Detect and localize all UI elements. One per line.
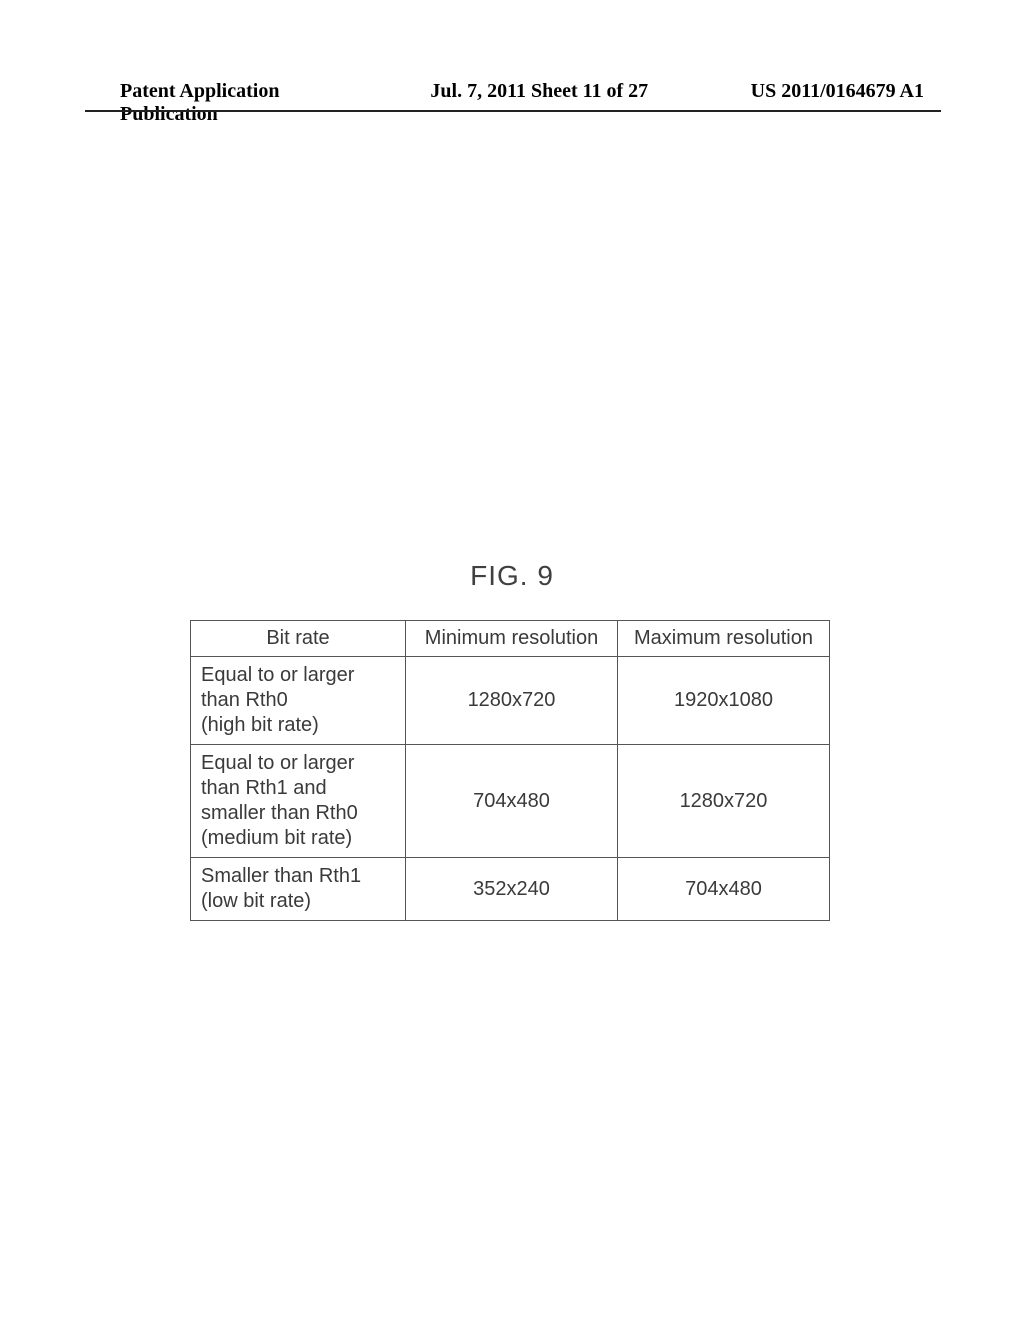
cell-min-res: 1280x720 [406,657,618,745]
resolution-table-container: Bit rate Minimum resolution Maximum reso… [190,620,830,921]
resolution-table: Bit rate Minimum resolution Maximum reso… [190,620,830,921]
page-header: Patent Application Publication Jul. 7, 2… [0,80,1024,126]
cell-bitrate: Smaller than Rth1(low bit rate) [191,858,406,921]
cell-bitrate: Equal to or larger than Rth0(high bit ra… [191,657,406,745]
header-center: Jul. 7, 2011 Sheet 11 of 27 [410,80,670,126]
col-bitrate: Bit rate [191,621,406,657]
cell-max-res: 704x480 [618,858,830,921]
page: Patent Application Publication Jul. 7, 2… [0,0,1024,1320]
cell-bitrate: Equal to or larger than Rth1 and smaller… [191,745,406,858]
cell-max-res: 1920x1080 [618,657,830,745]
header-left: Patent Application Publication [120,80,380,126]
table-header-row: Bit rate Minimum resolution Maximum reso… [191,621,830,657]
col-min-res: Minimum resolution [406,621,618,657]
figure-label: FIG. 9 [0,560,1024,592]
table-row: Equal to or larger than Rth0(high bit ra… [191,657,830,745]
header-rule [85,110,941,112]
cell-max-res: 1280x720 [618,745,830,858]
cell-min-res: 704x480 [406,745,618,858]
table-row: Equal to or larger than Rth1 and smaller… [191,745,830,858]
cell-min-res: 352x240 [406,858,618,921]
table-row: Smaller than Rth1(low bit rate) 352x240 … [191,858,830,921]
header-right: US 2011/0164679 A1 [699,80,924,126]
col-max-res: Maximum resolution [618,621,830,657]
